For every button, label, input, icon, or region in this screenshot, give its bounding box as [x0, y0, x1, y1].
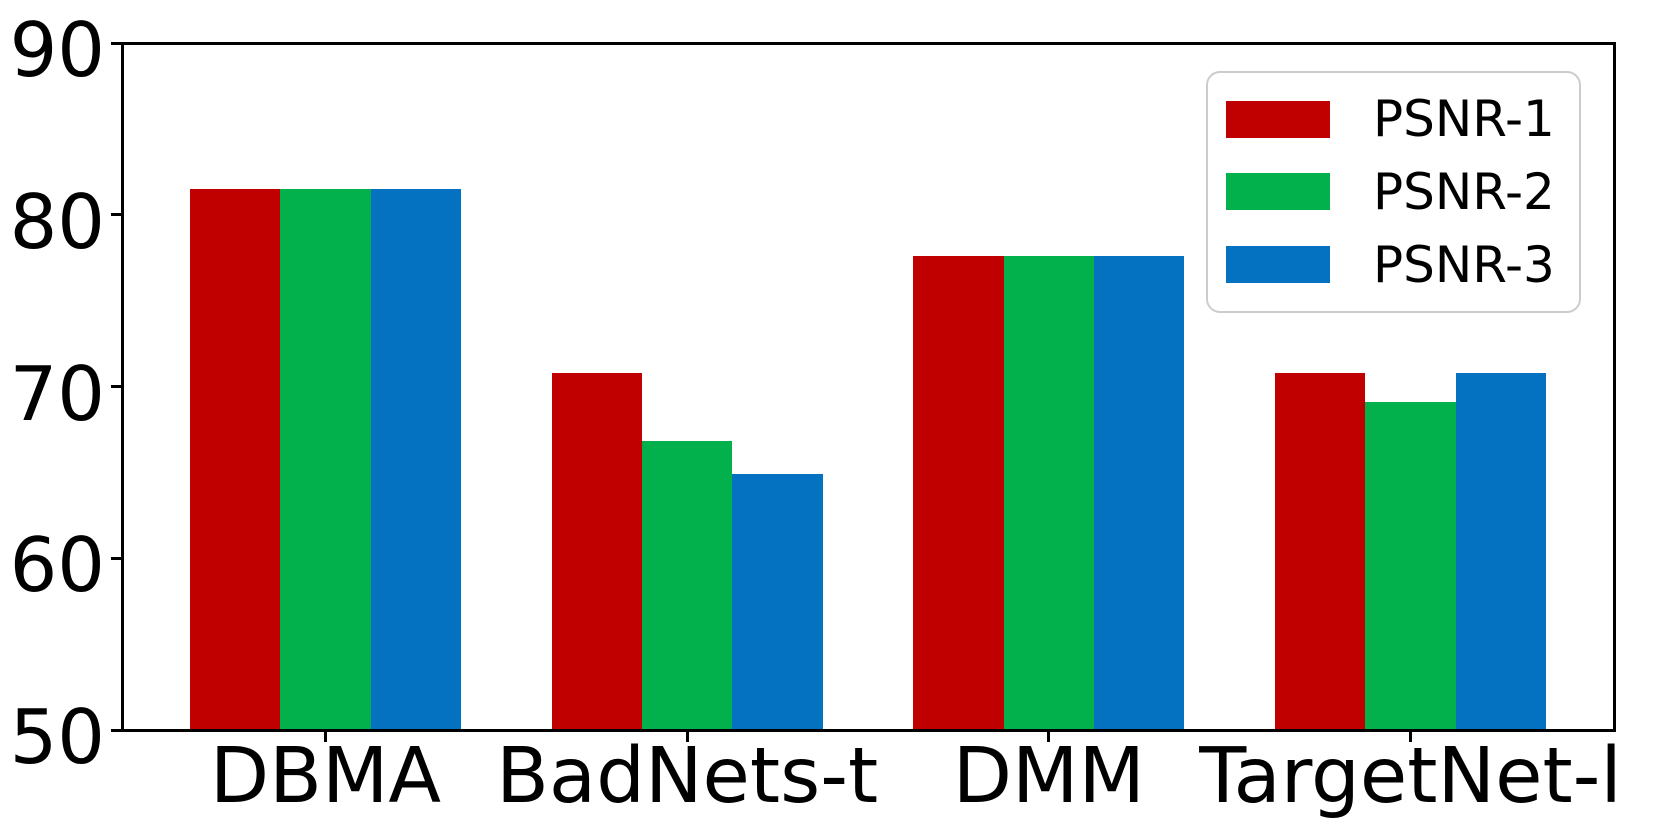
bar-targetnet-l-psnr-3	[1455, 372, 1547, 732]
y-tick-mark	[110, 556, 121, 560]
y-tick-mark	[110, 728, 121, 732]
legend-label-psnr-3: PSNR-3	[1373, 235, 1555, 294]
bottom-spine	[120, 728, 1616, 732]
y-tick-mark	[110, 41, 121, 45]
legend-item-psnr-2: PSNR-2	[1208, 167, 1579, 217]
legend-swatch-psnr-2	[1226, 173, 1330, 211]
legend-label-psnr-1: PSNR-1	[1373, 90, 1555, 149]
legend-label-psnr-2: PSNR-2	[1373, 162, 1555, 221]
x-tick-mark	[323, 731, 327, 742]
bar-targetnet-l-psnr-2	[1365, 401, 1456, 732]
legend-item-psnr-3: PSNR-3	[1208, 240, 1579, 290]
bar-dbma-psnr-3	[370, 188, 462, 732]
top-spine	[120, 41, 1616, 45]
bar-dmm-psnr-3	[1094, 255, 1185, 732]
y-tick-label: 50	[9, 693, 105, 781]
legend-item-psnr-1: PSNR-1	[1208, 94, 1579, 144]
bar-badnets-t-psnr-1	[551, 372, 642, 732]
x-tick-mark	[1409, 731, 1413, 742]
legend-swatch-psnr-3	[1226, 246, 1330, 284]
x-tick-mark	[1047, 731, 1051, 742]
bar-badnets-t-psnr-3	[732, 474, 823, 732]
legend-swatch-psnr-1	[1226, 100, 1330, 138]
bar-dbma-psnr-1	[189, 188, 281, 732]
y-tick-label: 60	[9, 521, 105, 610]
x-tick-mark	[685, 731, 689, 742]
bar-dmm-psnr-2	[1003, 255, 1095, 732]
legend: PSNR-1 PSNR-2 PSNR-3	[1206, 71, 1581, 313]
x-tick-label-badnets-t: BadNets-t	[496, 732, 879, 821]
y-tick-label: 70	[9, 349, 105, 438]
y-tick-label: 80	[9, 177, 105, 266]
x-tick-label-targetnet-l: TargetNet-l	[1199, 732, 1622, 821]
y-tick-mark	[110, 213, 121, 217]
x-tick-label-dbma: DBMA	[209, 732, 442, 821]
left-spine	[120, 41, 124, 732]
bar-badnets-t-psnr-2	[641, 441, 733, 732]
bar-dmm-psnr-1	[913, 255, 1004, 732]
bar-targetnet-l-psnr-1	[1274, 372, 1366, 732]
bar-dbma-psnr-2	[280, 188, 371, 732]
y-tick-mark	[110, 385, 121, 388]
x-tick-label-dmm: DMM	[952, 732, 1145, 821]
y-tick-label: 90	[9, 6, 105, 94]
right-spine	[1612, 41, 1616, 732]
